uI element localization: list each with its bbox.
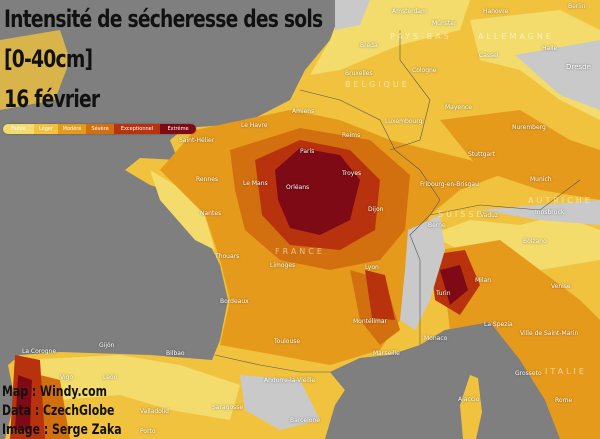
city-label: Le Havre: [241, 122, 268, 129]
city-label: Marseille: [373, 350, 400, 357]
city-label: Bruxelles: [345, 70, 373, 77]
city-label: Hanovre: [483, 8, 509, 15]
city-label: Bréda: [360, 42, 378, 49]
city-label: Dijon: [368, 206, 384, 213]
country-label: PAYS-BAS: [390, 32, 452, 41]
city-label: Luxembourg: [385, 118, 423, 125]
country-label: ALLEMAGNE: [478, 32, 554, 41]
legend-modere: Modéré: [58, 124, 86, 134]
city-label: Vaduz: [480, 212, 499, 219]
zone-exceptionnel: [365, 270, 395, 320]
city-label: Nantes: [200, 210, 222, 217]
city-label: Ajaccio: [458, 396, 480, 403]
city-label: Reims: [342, 132, 361, 139]
city-label: Montélimar: [353, 318, 388, 325]
country-label: BELGIQUE: [345, 80, 410, 89]
borders: [214, 30, 581, 373]
credit-data: Data : CzechGlobe: [2, 403, 115, 419]
city-label: Grosseto: [515, 370, 542, 377]
city-label: Berne: [428, 222, 446, 229]
city-label: Troyes: [342, 170, 362, 177]
city-label: Lyon: [365, 264, 379, 271]
credit-image: Image : Serge Zaka: [2, 422, 122, 438]
city-label: Amiens: [292, 108, 315, 115]
city-label: Stuttgart: [468, 151, 495, 158]
city-label: Fribourg-en-Brisgau: [420, 181, 479, 188]
city-label: Valladolid: [140, 408, 169, 415]
city-label: León: [103, 374, 118, 381]
city-label: Milan: [475, 277, 491, 284]
city-label: Thouars: [215, 253, 240, 260]
city-label: Bolzano: [523, 238, 547, 245]
city-label: Saint-Hélier: [179, 137, 215, 144]
country-label: AUTRICHE: [528, 196, 593, 205]
city-label: La Corogne: [22, 348, 57, 355]
city-label: Barcelone: [290, 417, 320, 424]
mediterranean-sea: [325, 322, 560, 439]
country-label: ITALIE: [545, 367, 587, 376]
drought-legend: Faible Léger Modéré Sévère Exceptionnel …: [3, 124, 196, 134]
legend-exceptionnel: Exceptionnel: [114, 124, 160, 134]
city-label: Monaco: [424, 335, 448, 342]
city-label: Gijón: [99, 342, 115, 349]
city-label: Halle: [542, 45, 558, 52]
legend-extreme: Extrême: [160, 124, 196, 134]
city-label: Mayence: [445, 104, 472, 111]
city-label: Cassel: [479, 52, 499, 59]
city-label: Innsbruck: [535, 209, 565, 216]
legend-faible: Faible: [3, 124, 34, 134]
city-label: Dresde: [566, 63, 591, 71]
city-label: Paris: [300, 148, 315, 155]
zone-extreme: [275, 148, 360, 235]
zone-modere: [440, 110, 600, 200]
city-label: Ville de Saint-Marin: [520, 330, 579, 337]
land-uk: [0, 30, 70, 110]
city-label: Münster: [432, 20, 457, 27]
city-label: Turin: [436, 290, 451, 297]
city-label: Nuremberg: [512, 124, 546, 131]
city-label: Orléans: [286, 184, 310, 191]
country-label: SUISSE: [438, 210, 485, 219]
city-label: Le Mans: [243, 180, 268, 187]
legend-severe: Sévère: [86, 124, 114, 134]
city-label: Saragosse: [212, 404, 244, 411]
no-data-land: [240, 0, 600, 430]
zone-faible: [20, 0, 600, 420]
city-label: Limoges: [270, 262, 296, 269]
country-label: FRANCE: [275, 247, 325, 256]
city-label: Cologne: [412, 67, 437, 74]
city-label: La Spezia: [484, 321, 513, 328]
city-label: Munich: [530, 176, 552, 183]
city-label: Rome: [555, 397, 573, 404]
city-label: Bilbao: [166, 350, 185, 357]
map-title-line1: Intensité de sécheresse des sols: [4, 5, 323, 33]
city-label: Amsterdam: [392, 8, 427, 15]
map-title-line2: [0-40cm]: [4, 45, 93, 73]
zone-extreme: [440, 265, 468, 305]
credit-map: Map : Windy.com: [2, 384, 108, 400]
city-label: Berlin: [568, 3, 586, 10]
city-label: Vigo: [60, 374, 74, 381]
city-label: Venise: [551, 283, 571, 290]
city-label: Porto: [140, 428, 156, 435]
zone-extreme: [15, 375, 32, 430]
zone-modere: [440, 240, 600, 439]
city-label: Rennes: [196, 176, 219, 183]
map-title-line3: 16 février: [4, 85, 100, 113]
land-corsica: [460, 375, 482, 439]
city-label: Toulouse: [274, 338, 301, 345]
legend-leger: Léger: [34, 124, 58, 134]
city-label: Bordeaux: [220, 298, 249, 305]
city-label: Andorre-la-Vieille: [264, 377, 316, 384]
